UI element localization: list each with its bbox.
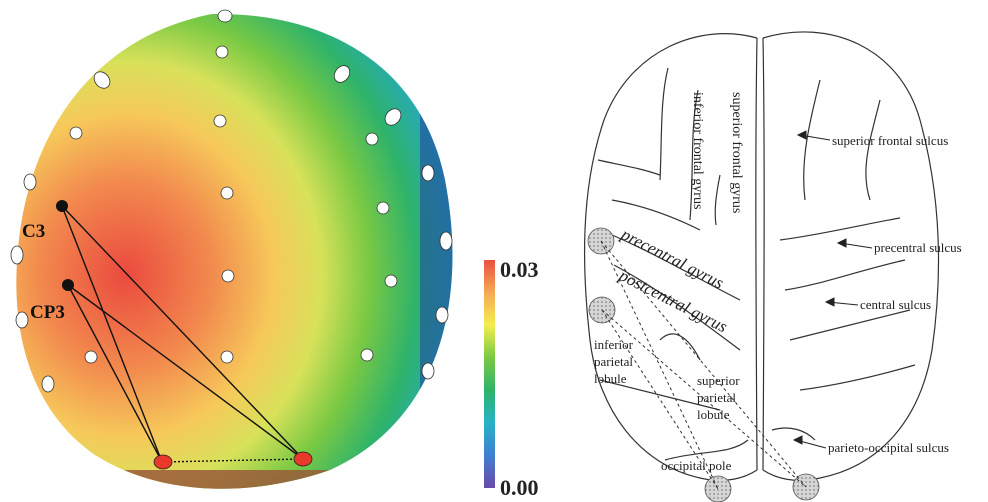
electrode-cp3 xyxy=(62,279,74,291)
topomap: C3 CP3 xyxy=(10,9,453,489)
connection-cp3-left xyxy=(67,284,163,463)
label-inferior-frontal-gyrus: inferior frontal gyrus xyxy=(690,92,705,209)
sulcus xyxy=(597,159,661,176)
electrode xyxy=(439,231,453,251)
electrode xyxy=(333,65,351,83)
sulcus xyxy=(865,99,881,201)
electrode xyxy=(384,108,402,126)
sulcus xyxy=(613,264,741,351)
colorbar-max-label: 0.03 xyxy=(500,257,539,282)
label-inferior-parietal-lobule: inferior parietal lobule xyxy=(594,337,634,386)
lobule-line: lobule xyxy=(697,407,730,422)
head-right-rim xyxy=(420,60,453,440)
white-electrodes xyxy=(10,9,453,393)
brain-right-hemisphere xyxy=(762,31,939,482)
colorbar: 0.03 0.00 xyxy=(484,257,539,500)
sulcus xyxy=(789,309,911,341)
pointer-arrows xyxy=(792,130,873,449)
electrode-red-left xyxy=(153,454,173,470)
lobule-line: parietal xyxy=(594,354,633,369)
connections xyxy=(61,205,304,463)
label-parieto-occipital-sulcus: parieto-occipital sulcus xyxy=(828,440,949,455)
label-occipital-pole: occipital pole xyxy=(661,458,732,473)
electrode xyxy=(10,245,24,265)
electrode xyxy=(365,132,379,146)
sulcus xyxy=(779,217,901,241)
arrowhead xyxy=(824,297,835,307)
sulcus xyxy=(714,174,721,226)
lobule-line: lobule xyxy=(594,371,627,386)
lobule-line: inferior xyxy=(594,337,634,352)
sulcus xyxy=(784,259,906,291)
colorbar-min-label: 0.00 xyxy=(500,475,539,500)
connection-cp3-right xyxy=(67,284,304,460)
brain-regions xyxy=(587,227,820,502)
connection-c3-left xyxy=(61,205,163,463)
electrode xyxy=(69,126,83,140)
electrode xyxy=(421,362,435,380)
connection-red-dotted xyxy=(161,458,304,463)
electrode xyxy=(435,306,449,324)
electrode xyxy=(220,350,234,364)
label-superior-parietal-lobule: superior parietal lobule xyxy=(697,373,740,422)
electrode-c3 xyxy=(56,200,68,212)
electrode-label-c3: C3 xyxy=(22,221,45,242)
sulcus xyxy=(599,229,741,301)
electrode xyxy=(217,9,233,23)
brain-connections xyxy=(600,240,807,490)
label-superior-frontal-sulcus: superior frontal sulcus xyxy=(832,133,948,148)
colorbar-bar xyxy=(484,260,495,488)
lobule-line: parietal xyxy=(697,390,736,405)
sulcus xyxy=(689,89,699,221)
sulcus xyxy=(664,439,749,461)
sulcus xyxy=(599,379,721,411)
electrode xyxy=(376,201,390,215)
electrode-red-right xyxy=(293,451,313,467)
electrode-label-cp3: CP3 xyxy=(30,302,65,323)
longitudinal-fissure xyxy=(755,37,758,471)
sulcus xyxy=(799,364,916,391)
electrode xyxy=(421,164,435,182)
label-precentral-sulcus: precentral sulcus xyxy=(874,240,962,255)
electrode xyxy=(360,348,374,362)
electrode xyxy=(213,114,227,128)
label-central-sulcus: central sulcus xyxy=(860,297,931,312)
label-superior-frontal-gyrus: superior frontal gyrus xyxy=(729,92,744,213)
electrode xyxy=(23,173,37,191)
sulcus xyxy=(611,199,701,231)
sulcus xyxy=(803,79,821,201)
electrode xyxy=(384,274,398,288)
electrode xyxy=(93,71,111,89)
electrode xyxy=(215,45,229,59)
head-outline xyxy=(16,13,453,489)
connection-c3-right xyxy=(61,205,304,460)
longitudinal-fissure-right xyxy=(762,37,765,471)
electrode xyxy=(221,269,235,283)
region-occipital-left xyxy=(704,475,732,502)
arrowhead xyxy=(792,435,803,445)
arrowhead xyxy=(836,238,847,248)
electrode xyxy=(220,186,234,200)
head-bottom-rim xyxy=(80,470,380,489)
electrode xyxy=(15,311,29,329)
sulcus xyxy=(771,427,816,441)
brain-diagram xyxy=(583,31,939,482)
electrode xyxy=(84,350,98,364)
arrowhead xyxy=(796,130,807,140)
sulcus xyxy=(659,67,669,181)
lobule-line: superior xyxy=(697,373,740,388)
electrode xyxy=(41,375,55,393)
brain-connection xyxy=(600,240,807,488)
sulcus xyxy=(659,333,701,361)
brain-connection xyxy=(600,240,719,490)
brain-left-hemisphere xyxy=(583,33,758,482)
